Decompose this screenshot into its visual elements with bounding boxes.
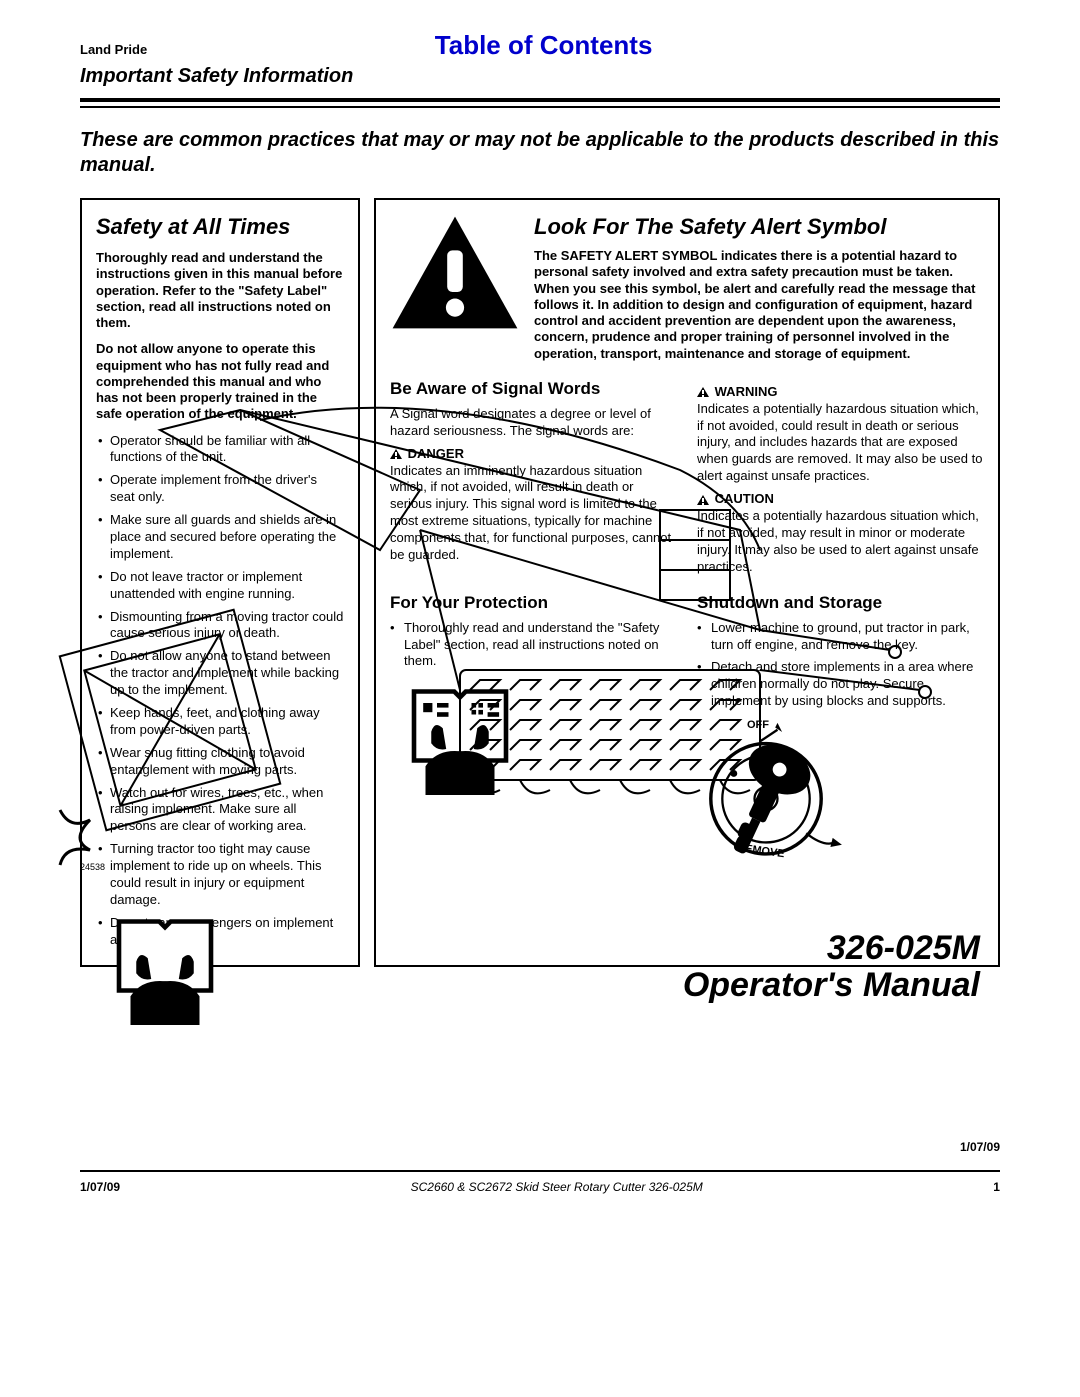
danger-body: Indicates an imminently hazardous situat… [390,463,677,564]
caution-body: Indicates a potentially hazardous situat… [697,508,984,576]
header-divider [80,98,1000,108]
safety-bullet: Do not leave tractor or implement unatte… [110,569,344,603]
warning-body: Indicates a potentially hazardous situat… [697,401,984,485]
intro-paragraph: These are common practices that may or m… [80,128,1000,178]
safety-bullet: Turning tractor too tight may cause impl… [110,841,344,909]
safety-alert-icon [390,214,520,362]
warning-head: WARNING [715,384,778,399]
safety-title: Safety at All Times [96,214,344,240]
page-subtitle: Important Safety Information [80,65,1000,88]
key-icon: OFF [697,718,984,868]
footer-date: 1/07/09 [80,1180,120,1194]
signal-title: Be Aware of Signal Words [390,378,677,400]
danger-head: DANGER [408,446,464,461]
safety-bullet: Operate implement from the driver's seat… [110,472,344,506]
alert-body: The SAFETY ALERT SYMBOL indicates there … [534,248,984,362]
protection-title: For Your Protection [390,592,677,614]
shutdown-title: Shutdown and Storage [697,592,984,614]
caution-head: CAUTION [715,491,774,506]
reader-icon [390,680,677,800]
footer-divider [80,1170,1000,1172]
safety-bullet: Keep hands, feet, and clothing away from… [110,705,344,739]
footer-date-top: 1/07/09 [960,1140,1000,1154]
toc-link[interactable]: Table of Contents [87,30,1000,61]
safety-panel: Safety at All Times Thoroughly read and … [80,198,360,967]
caution-icon [697,495,709,505]
footer-page: 1 [993,1180,1000,1194]
footer-product: SC2660 & SC2672 Skid Steer Rotary Cutter… [411,1180,703,1194]
shutdown-b2: Detach and store implements in a area wh… [711,659,973,708]
protection-body: Thoroughly read and understand the "Safe… [404,620,659,669]
safety-para-1: Thoroughly read and understand the instr… [96,250,344,331]
alert-panel: Look For The Safety Alert Symbol The SAF… [374,198,1000,967]
image-id: 24538 [80,862,105,872]
safety-bullet-list: Operator should be familiar with all fun… [96,433,344,949]
safety-bullet: Dismounting from a moving tractor could … [110,609,344,643]
warning-icon [697,387,709,397]
watermark-line2: Operator's Manual [683,967,980,1004]
safety-bullet: Watch out for wires, trees, etc., when r… [110,785,344,836]
safety-para-2: Do not allow anyone to operate this equi… [96,341,344,422]
signal-intro: A Signal word designates a degree or lev… [390,406,677,440]
alert-title: Look For The Safety Alert Symbol [534,214,984,240]
safety-bullet: Operator should be familiar with all fun… [110,433,344,467]
shutdown-b1: Lower machine to ground, put tractor in … [711,620,970,652]
reader-icon-2 [95,910,235,1030]
off-label: OFF [747,718,769,732]
safety-bullet: Wear snug fitting clothing to avoid enta… [110,745,344,779]
safety-bullet: Do not allow anyone to stand between the… [110,648,344,699]
danger-icon [390,449,402,459]
safety-bullet: Make sure all guards and shields are in … [110,512,344,563]
